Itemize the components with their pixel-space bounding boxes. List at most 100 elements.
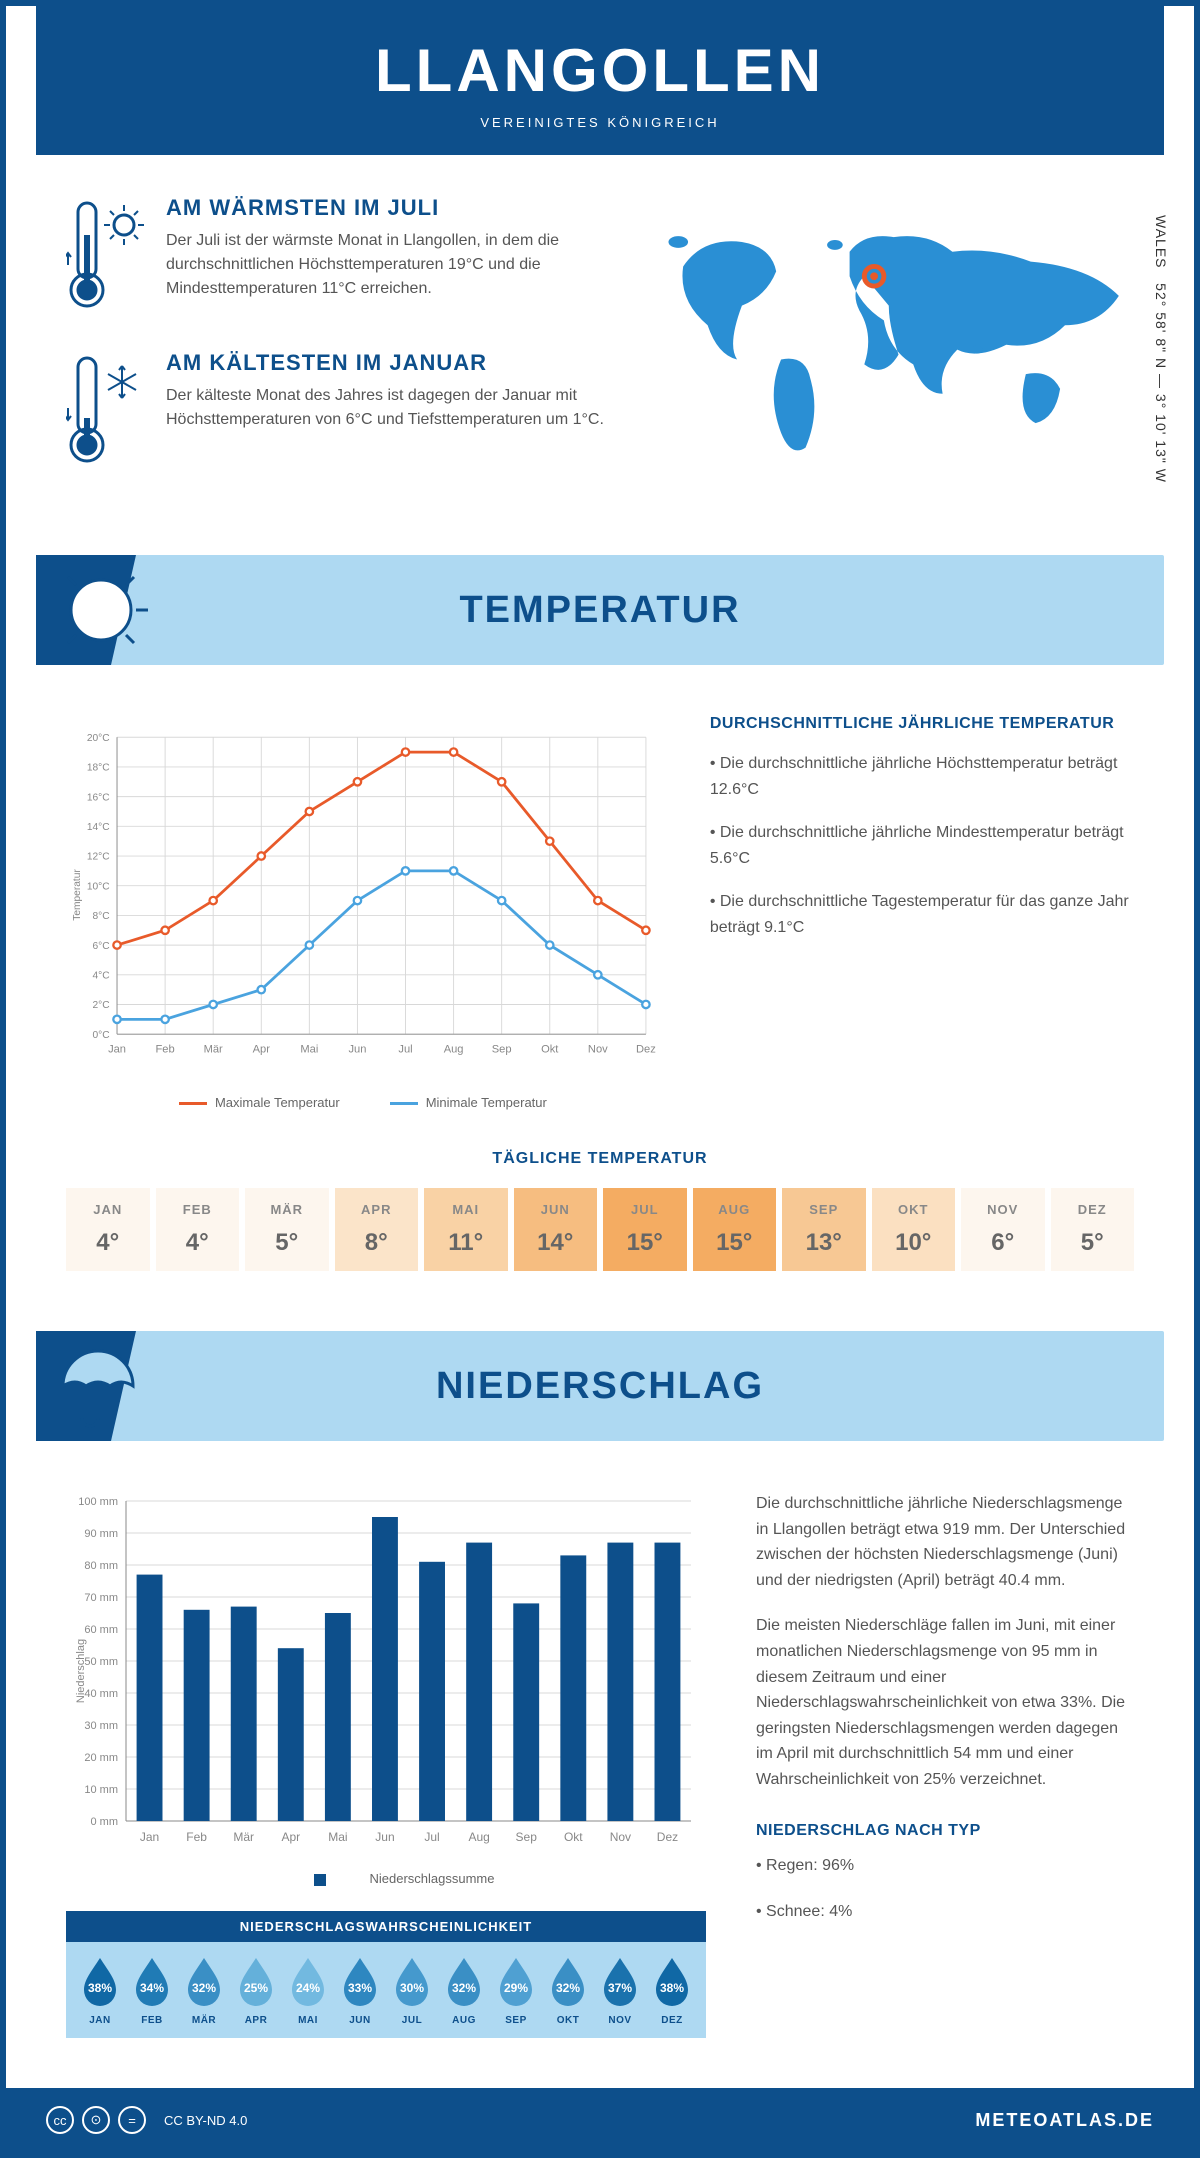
svg-text:30 mm: 30 mm <box>84 1720 118 1732</box>
coldest-body: Der kälteste Monat des Jahres ist dagege… <box>166 384 604 432</box>
svg-text:Temperatur: Temperatur <box>72 869 83 921</box>
svg-text:Jul: Jul <box>398 1044 412 1056</box>
prob-title: NIEDERSCHLAGSWAHRSCHEINLICHKEIT <box>66 1911 706 1942</box>
coldest-fact: AM KÄLTESTEN IM JANUAR Der kälteste Mona… <box>66 350 604 475</box>
prob-drop: 34%FEB <box>126 1954 178 2026</box>
svg-text:Nov: Nov <box>610 1830 631 1844</box>
daily-temp-cell: MÄR5° <box>245 1188 335 1271</box>
svg-text:4°C: 4°C <box>92 971 109 982</box>
daily-temp-cell: AUG15° <box>693 1188 783 1271</box>
svg-text:30%: 30% <box>400 1981 424 1995</box>
svg-text:Mai: Mai <box>328 1830 347 1844</box>
temp-bullet: • Die durchschnittliche jährliche Mindes… <box>710 820 1134 871</box>
svg-text:60 mm: 60 mm <box>84 1624 118 1636</box>
temp-heading: TEMPERATUR <box>166 589 1034 632</box>
warmest-title: AM WÄRMSTEN IM JULI <box>166 195 604 221</box>
precip-summary: Die durchschnittliche jährliche Niedersc… <box>756 1491 1134 2038</box>
prob-drop: 38%JAN <box>74 1954 126 2026</box>
svg-text:Okt: Okt <box>564 1830 583 1844</box>
world-map: WALES 52° 58' 8" N — 3° 10' 13" W <box>644 195 1134 505</box>
temp-summary-heading: DURCHSCHNITTLICHE JÄHRLICHE TEMPERATUR <box>710 715 1134 733</box>
svg-text:90 mm: 90 mm <box>84 1528 118 1540</box>
precipitation-bar-chart: 0 mm10 mm20 mm30 mm40 mm50 mm60 mm70 mm8… <box>66 1491 706 2038</box>
svg-text:16°C: 16°C <box>87 792 110 803</box>
precip-banner: NIEDERSCHLAG <box>36 1331 1164 1441</box>
svg-text:40 mm: 40 mm <box>84 1688 118 1700</box>
svg-text:Jul: Jul <box>424 1830 439 1844</box>
svg-text:Mär: Mär <box>204 1044 223 1056</box>
prob-drop: 24%MAI <box>282 1954 334 2026</box>
svg-text:Sep: Sep <box>492 1044 512 1056</box>
daily-temp-cell: NOV6° <box>961 1188 1051 1271</box>
precip-heading: NIEDERSCHLAG <box>166 1365 1034 1408</box>
license: cc ⊙ = CC BY-ND 4.0 <box>46 2106 247 2134</box>
svg-text:Jun: Jun <box>348 1044 366 1056</box>
daily-temp-strip: TÄGLICHE TEMPERATUR JAN4°FEB4°MÄR5°APR8°… <box>6 1140 1194 1311</box>
city-title: LLANGOLLEN <box>36 36 1164 105</box>
umbrella-icon <box>48 1336 148 1436</box>
svg-text:70 mm: 70 mm <box>84 1592 118 1604</box>
svg-text:10°C: 10°C <box>87 881 110 892</box>
svg-text:Dez: Dez <box>636 1044 656 1056</box>
svg-text:50 mm: 50 mm <box>84 1656 118 1668</box>
svg-text:14°C: 14°C <box>87 822 110 833</box>
svg-text:24%: 24% <box>296 1981 320 1995</box>
brand: METEOATLAS.DE <box>975 2110 1154 2131</box>
daily-temp-cell: APR8° <box>335 1188 425 1271</box>
svg-text:32%: 32% <box>556 1981 580 1995</box>
precip-type: • Schnee: 4% <box>756 1899 1134 1925</box>
page-root: LLANGOLLEN VEREINIGTES KÖNIGREICH AM WÄR… <box>0 0 1200 2158</box>
header: LLANGOLLEN VEREINIGTES KÖNIGREICH <box>36 6 1164 155</box>
svg-text:Jun: Jun <box>375 1830 394 1844</box>
svg-text:6°C: 6°C <box>92 941 109 952</box>
prob-drop: 38%DEZ <box>646 1954 698 2026</box>
svg-text:Aug: Aug <box>444 1044 464 1056</box>
svg-text:Feb: Feb <box>186 1830 207 1844</box>
svg-text:33%: 33% <box>348 1981 372 1995</box>
daily-temp-cell: JUL15° <box>603 1188 693 1271</box>
warmest-body: Der Juli ist der wärmste Monat in Llango… <box>166 229 604 301</box>
license-text: CC BY-ND 4.0 <box>164 2113 247 2128</box>
thermometer-hot-icon <box>66 195 146 320</box>
svg-text:38%: 38% <box>660 1981 684 1995</box>
svg-text:32%: 32% <box>192 1981 216 1995</box>
prob-drop: 33%JUN <box>334 1954 386 2026</box>
svg-text:2°C: 2°C <box>92 1000 109 1011</box>
svg-text:20°C: 20°C <box>87 733 110 744</box>
daily-temp-title: TÄGLICHE TEMPERATUR <box>66 1150 1134 1168</box>
temp-bullet: • Die durchschnittliche Tagestemperatur … <box>710 889 1134 940</box>
footer: cc ⊙ = CC BY-ND 4.0 METEOATLAS.DE <box>6 2088 1194 2152</box>
precip-type-heading: NIEDERSCHLAG NACH TYP <box>756 1818 1134 1844</box>
precip-type: • Regen: 96% <box>756 1853 1134 1879</box>
prob-drop: 29%SEP <box>490 1954 542 2026</box>
precip-para: Die durchschnittliche jährliche Niedersc… <box>756 1491 1134 1593</box>
svg-text:29%: 29% <box>504 1981 528 1995</box>
temp-banner: TEMPERATUR <box>36 555 1164 665</box>
by-icon: ⊙ <box>82 2106 110 2134</box>
precip-legend: Niederschlagssumme <box>66 1871 706 1886</box>
svg-text:0°C: 0°C <box>92 1030 109 1041</box>
prob-drop: 25%APR <box>230 1954 282 2026</box>
svg-text:Apr: Apr <box>281 1830 300 1844</box>
svg-text:Mär: Mär <box>233 1830 254 1844</box>
prob-drop: 32%MÄR <box>178 1954 230 2026</box>
svg-text:12°C: 12°C <box>87 852 110 863</box>
prob-drop: 32%AUG <box>438 1954 490 2026</box>
daily-temp-cell: SEP13° <box>782 1188 872 1271</box>
svg-text:Mai: Mai <box>300 1044 318 1056</box>
svg-text:32%: 32% <box>452 1981 476 1995</box>
coordinates: WALES 52° 58' 8" N — 3° 10' 13" W <box>1153 215 1169 483</box>
prob-drop: 32%OKT <box>542 1954 594 2026</box>
svg-text:20 mm: 20 mm <box>84 1752 118 1764</box>
svg-text:8°C: 8°C <box>92 911 109 922</box>
svg-text:Jan: Jan <box>140 1830 159 1844</box>
temperature-line-chart: 0°C2°C4°C6°C8°C10°C12°C14°C16°C18°C20°CJ… <box>66 715 660 1110</box>
svg-text:100 mm: 100 mm <box>78 1496 118 1508</box>
svg-text:Niederschlag: Niederschlag <box>75 1639 87 1703</box>
svg-text:10 mm: 10 mm <box>84 1784 118 1796</box>
coldest-title: AM KÄLTESTEN IM JANUAR <box>166 350 604 376</box>
daily-temp-cell: JUN14° <box>514 1188 604 1271</box>
daily-temp-cell: DEZ5° <box>1051 1188 1135 1271</box>
prob-drop: 30%JUL <box>386 1954 438 2026</box>
svg-text:Okt: Okt <box>541 1044 559 1056</box>
